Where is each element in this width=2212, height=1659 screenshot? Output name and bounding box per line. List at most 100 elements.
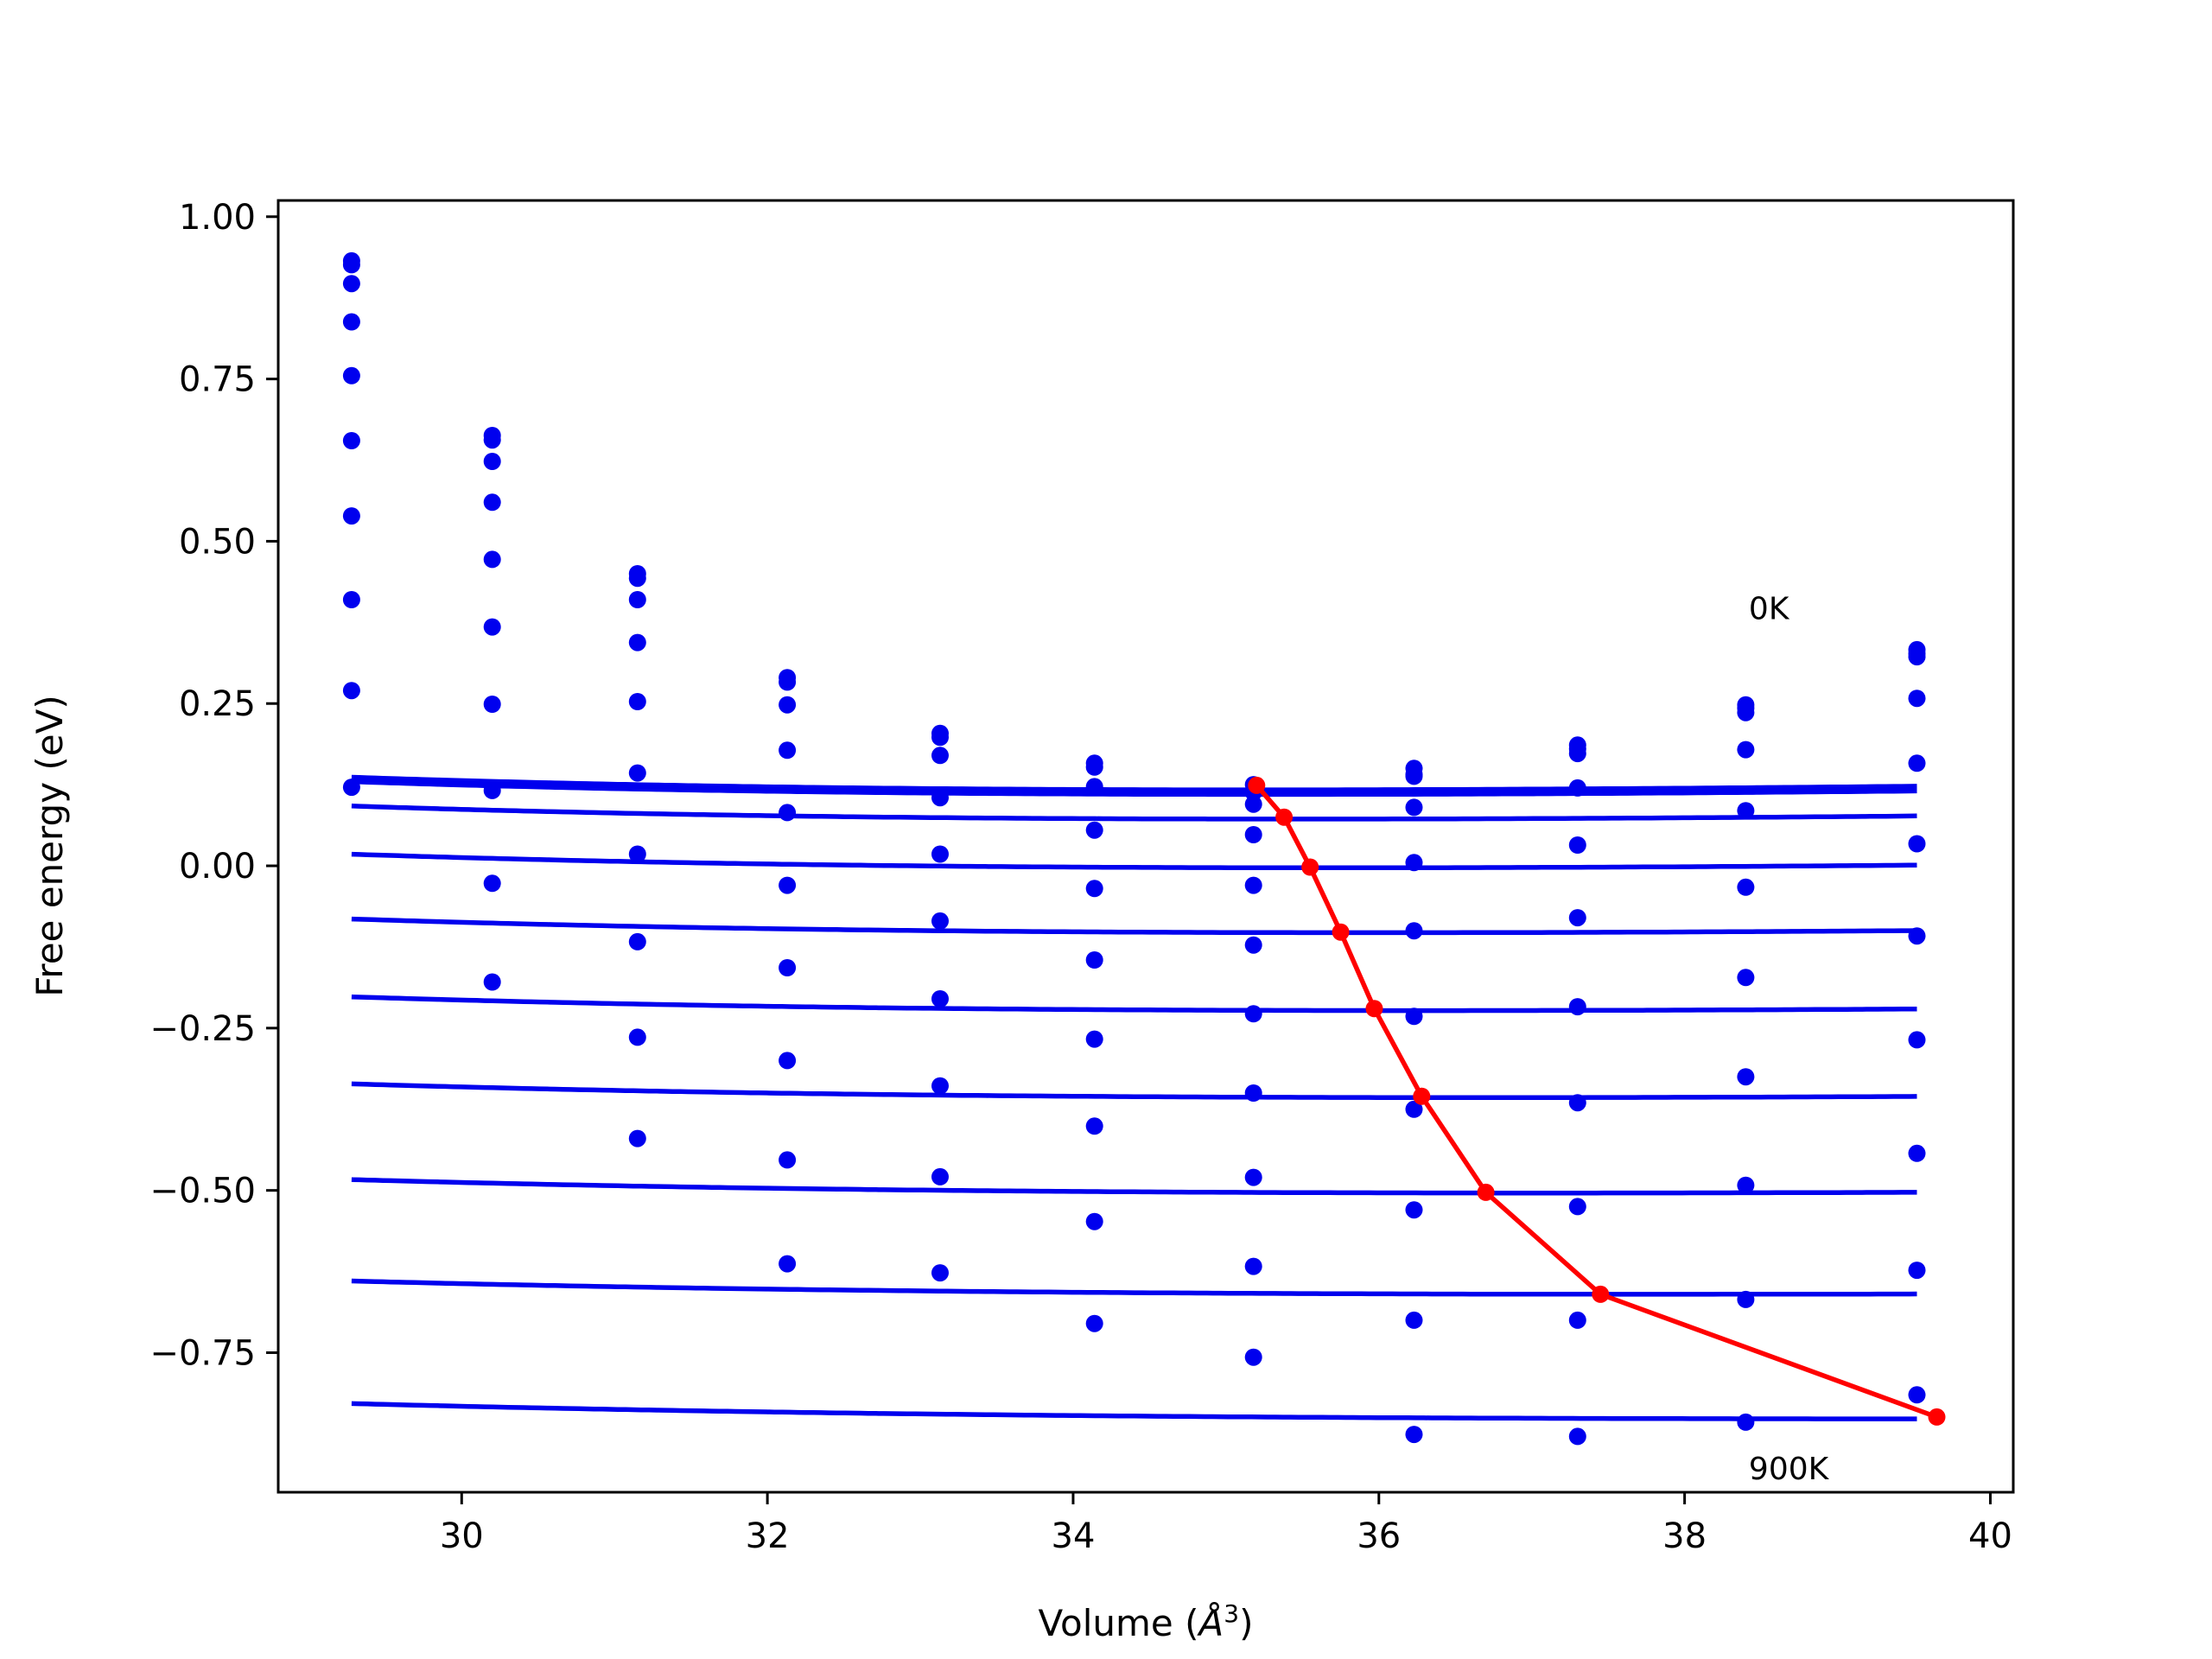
data-point — [1908, 754, 1926, 772]
x-tick-label: 40 — [1968, 1516, 2012, 1556]
data-point — [779, 1052, 797, 1070]
fit-curve-11 — [351, 1401, 1917, 1421]
annotations: 0K 900K — [1749, 592, 1830, 1487]
data-point — [1568, 1198, 1586, 1216]
data-point — [779, 804, 797, 822]
data-point — [342, 682, 360, 700]
data-point — [1908, 1262, 1926, 1280]
data-point — [779, 696, 797, 714]
y-tick-label: 0.50 — [179, 522, 256, 562]
data-point — [1568, 1094, 1586, 1112]
data-point — [1908, 690, 1926, 708]
data-point — [1568, 1427, 1586, 1446]
data-point — [931, 912, 949, 930]
data-point — [342, 432, 360, 449]
data-point — [1244, 1005, 1262, 1023]
data-point — [779, 959, 797, 976]
data-point — [628, 693, 646, 710]
temperature-annotation: 0K — [1749, 592, 1790, 627]
data-point — [628, 845, 646, 863]
y-tick-label: 1.00 — [179, 198, 256, 238]
minima-point — [1332, 923, 1350, 941]
data-point — [628, 764, 646, 782]
data-point — [628, 633, 646, 652]
x-axis-ticks: 30 32 34 36 38 40 — [440, 1492, 2012, 1556]
data-point — [1568, 1311, 1586, 1329]
fit-curve-5 — [351, 851, 1917, 871]
data-point — [1908, 835, 1926, 853]
data-point — [483, 874, 501, 893]
y-tick-label: −0.75 — [149, 1333, 256, 1373]
data-point — [1085, 880, 1103, 898]
x-tick-label: 30 — [440, 1516, 484, 1556]
fit-curve-1 — [351, 774, 1917, 792]
data-point — [1085, 1030, 1103, 1048]
data-point — [1405, 854, 1423, 872]
data-point — [779, 1151, 797, 1169]
minima-point — [1365, 1000, 1383, 1018]
data-point — [1244, 1168, 1262, 1186]
data-point — [1568, 836, 1586, 854]
data-point — [1568, 779, 1586, 797]
data-point — [1405, 767, 1423, 785]
data-point — [1244, 795, 1262, 813]
minima-point — [1248, 776, 1266, 794]
data-point — [1244, 1084, 1262, 1102]
data-point — [1737, 1068, 1755, 1086]
temperature-annotation: 900K — [1749, 1452, 1830, 1487]
data-point — [1737, 1290, 1755, 1308]
data-point — [1737, 741, 1755, 759]
data-point — [628, 1028, 646, 1046]
data-point — [1244, 826, 1262, 843]
data-point — [1244, 1348, 1262, 1366]
data-point — [483, 618, 501, 636]
y-tick-label: 0.00 — [179, 847, 256, 887]
data-point — [1737, 1413, 1755, 1431]
fit-curve-8 — [351, 1081, 1917, 1100]
data-point — [779, 673, 797, 691]
data-point — [1085, 1314, 1103, 1332]
data-point — [779, 1255, 797, 1273]
data-point — [342, 779, 360, 797]
x-tick-label: 38 — [1662, 1516, 1707, 1556]
minima-point — [1413, 1087, 1431, 1105]
data-point — [1085, 951, 1103, 969]
y-tick-label: −0.25 — [149, 1009, 256, 1049]
data-point — [628, 569, 646, 588]
data-point — [931, 1167, 949, 1185]
data-point — [1405, 1007, 1423, 1026]
minima-point — [1301, 858, 1319, 876]
data-point — [779, 876, 797, 894]
data-point — [931, 728, 949, 747]
data-points — [342, 251, 1926, 1446]
data-point — [1568, 998, 1586, 1016]
fit-curve-10 — [351, 1278, 1917, 1297]
minima-point — [1928, 1408, 1946, 1426]
data-point — [1085, 1212, 1103, 1230]
fit-curve-6 — [351, 916, 1917, 936]
minima-point — [1592, 1285, 1610, 1303]
fit-curves — [351, 774, 1917, 1421]
data-point — [1908, 1031, 1926, 1049]
data-point — [342, 591, 360, 608]
data-point — [1908, 648, 1926, 666]
data-point — [1405, 798, 1423, 817]
data-point — [628, 932, 646, 950]
minima-series — [1248, 776, 1946, 1426]
data-point — [779, 741, 797, 760]
data-point — [483, 973, 501, 991]
data-point — [1908, 1386, 1926, 1404]
data-point — [342, 275, 360, 293]
y-tick-label: 0.75 — [179, 360, 256, 400]
fit-curve-4 — [351, 804, 1917, 822]
data-point — [931, 990, 949, 1007]
data-point — [1568, 909, 1586, 927]
data-point — [1908, 927, 1926, 945]
minima-point — [1275, 808, 1294, 826]
data-point — [483, 431, 501, 449]
data-point — [1244, 936, 1262, 954]
data-point — [1568, 745, 1586, 763]
data-point — [1244, 876, 1262, 894]
